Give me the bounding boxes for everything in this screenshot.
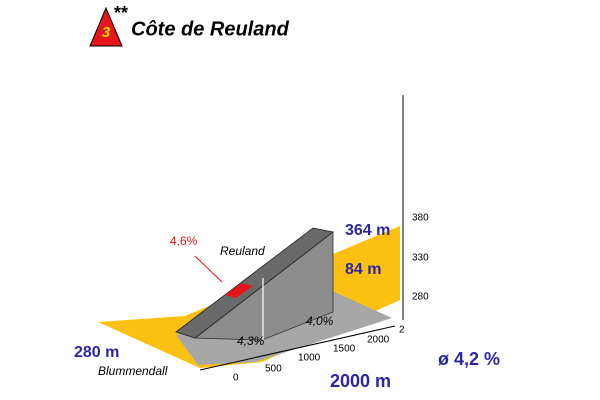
elevation-gain: 84 m xyxy=(345,261,381,278)
segment-grade: 4,3% xyxy=(237,334,265,348)
distance-tick: 1000 xyxy=(298,353,321,364)
segment-grade: 4,0% xyxy=(306,314,334,328)
title: Côte de Reuland xyxy=(131,18,290,40)
steepest-section xyxy=(225,283,253,298)
distance-tick: 2 xyxy=(399,325,405,336)
distance-tick: 1500 xyxy=(333,344,356,355)
start-name: Blummendall xyxy=(98,364,168,378)
category-triangle xyxy=(89,6,123,47)
altitude-tick: 380 xyxy=(412,213,429,224)
max-grade-pointer xyxy=(194,255,223,283)
length: 2000 m xyxy=(330,371,391,391)
altitude-tick: 280 xyxy=(412,292,429,303)
altitude-tick: 330 xyxy=(412,253,429,264)
distance-tick: 2000 xyxy=(367,335,390,346)
slope-top xyxy=(175,227,334,339)
distance-tick: 0 xyxy=(233,373,239,384)
category-number: 3 xyxy=(102,24,111,41)
stars: ** xyxy=(114,3,128,23)
start-altitude: 280 m xyxy=(74,344,119,361)
average-grade: ø 4,2 % xyxy=(438,349,500,369)
summit-altitude: 364 m xyxy=(345,222,390,239)
summit-name: Reuland xyxy=(220,244,265,258)
distance-axis xyxy=(199,325,396,371)
max-grade: 4,6% xyxy=(170,234,198,248)
distance-tick: 500 xyxy=(265,364,282,375)
